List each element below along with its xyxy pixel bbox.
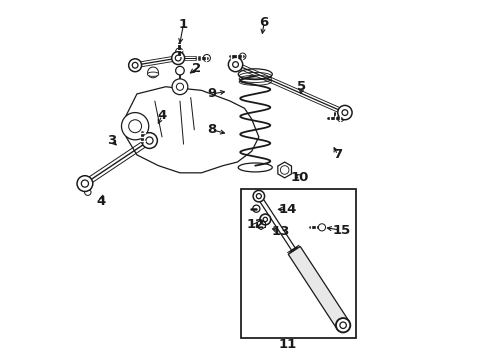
Circle shape [239, 53, 245, 59]
Text: 5: 5 [297, 80, 306, 93]
Circle shape [84, 189, 91, 195]
Circle shape [260, 214, 270, 225]
Circle shape [253, 190, 264, 202]
Circle shape [280, 166, 288, 174]
Polygon shape [277, 162, 291, 178]
Ellipse shape [238, 69, 272, 80]
Circle shape [175, 55, 181, 61]
Circle shape [172, 79, 187, 95]
Text: 7: 7 [332, 148, 342, 161]
Text: 13: 13 [271, 225, 289, 238]
Circle shape [128, 120, 142, 133]
Text: 9: 9 [207, 87, 216, 100]
Circle shape [128, 59, 142, 72]
Text: 2: 2 [191, 62, 200, 75]
Text: 6: 6 [259, 16, 268, 29]
Polygon shape [287, 247, 348, 329]
Text: 15: 15 [331, 224, 350, 237]
Text: 12: 12 [245, 218, 264, 231]
Circle shape [147, 67, 158, 78]
Circle shape [81, 180, 88, 187]
Circle shape [176, 83, 183, 90]
Text: 4: 4 [157, 109, 166, 122]
Ellipse shape [238, 163, 272, 172]
Circle shape [341, 110, 347, 116]
Text: 8: 8 [207, 123, 216, 136]
Circle shape [335, 318, 349, 332]
Circle shape [256, 194, 261, 199]
Circle shape [175, 48, 183, 55]
Text: 4: 4 [96, 195, 105, 208]
Circle shape [145, 137, 153, 144]
Circle shape [142, 133, 157, 148]
Circle shape [121, 113, 148, 140]
Circle shape [337, 105, 351, 120]
Text: 3: 3 [107, 134, 116, 147]
Polygon shape [286, 245, 300, 254]
Circle shape [203, 54, 210, 62]
Text: 11: 11 [278, 338, 296, 351]
Circle shape [77, 176, 93, 192]
Polygon shape [257, 195, 295, 252]
Circle shape [228, 57, 242, 72]
Ellipse shape [147, 72, 159, 76]
Circle shape [339, 322, 346, 328]
Circle shape [171, 51, 184, 64]
Bar [241, 189, 355, 338]
Text: 14: 14 [278, 203, 296, 216]
Circle shape [132, 62, 138, 68]
Circle shape [252, 205, 260, 212]
Circle shape [337, 115, 343, 122]
Circle shape [232, 62, 238, 67]
Text: 10: 10 [290, 171, 308, 184]
Circle shape [175, 66, 184, 75]
Polygon shape [126, 87, 258, 173]
Circle shape [318, 224, 325, 231]
Text: 1: 1 [179, 18, 188, 31]
Circle shape [263, 217, 267, 222]
